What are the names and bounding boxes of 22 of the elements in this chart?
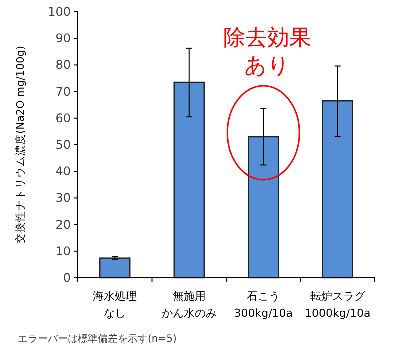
y-tick-label: 20 <box>56 218 71 232</box>
y-tick-label: 100 <box>48 5 71 19</box>
bar <box>174 82 205 279</box>
annotation: 除去効果あり <box>224 26 312 79</box>
y-tick-label: 30 <box>56 191 71 206</box>
y-tick-label: 60 <box>56 111 71 126</box>
y-tick-label: 80 <box>56 58 71 72</box>
x-tick-label: 海水処理なし <box>93 290 138 320</box>
y-axis-title: 交換性ナトリウム濃度(Na2O mg/100g) <box>14 46 27 244</box>
y-tick-label: 40 <box>56 164 71 179</box>
x-tick-label: 無施用かん水のみ <box>162 290 217 320</box>
bar <box>100 258 131 279</box>
y-tick-label: 90 <box>56 32 71 46</box>
y-tick-label: 0 <box>63 271 71 285</box>
y-tick-label: 10 <box>56 244 71 258</box>
text: エラーバーは標準偏差を示す(n=5) <box>18 333 177 345</box>
x-tick-label: 転炉スラグ 1000kg/10a <box>304 290 371 320</box>
bar <box>322 100 354 279</box>
y-tick-label: 50 <box>56 138 71 152</box>
y-tick-label: 70 <box>56 84 71 99</box>
bar <box>248 136 280 279</box>
x-tick-label: 石こう 300kg/10a <box>234 290 294 320</box>
